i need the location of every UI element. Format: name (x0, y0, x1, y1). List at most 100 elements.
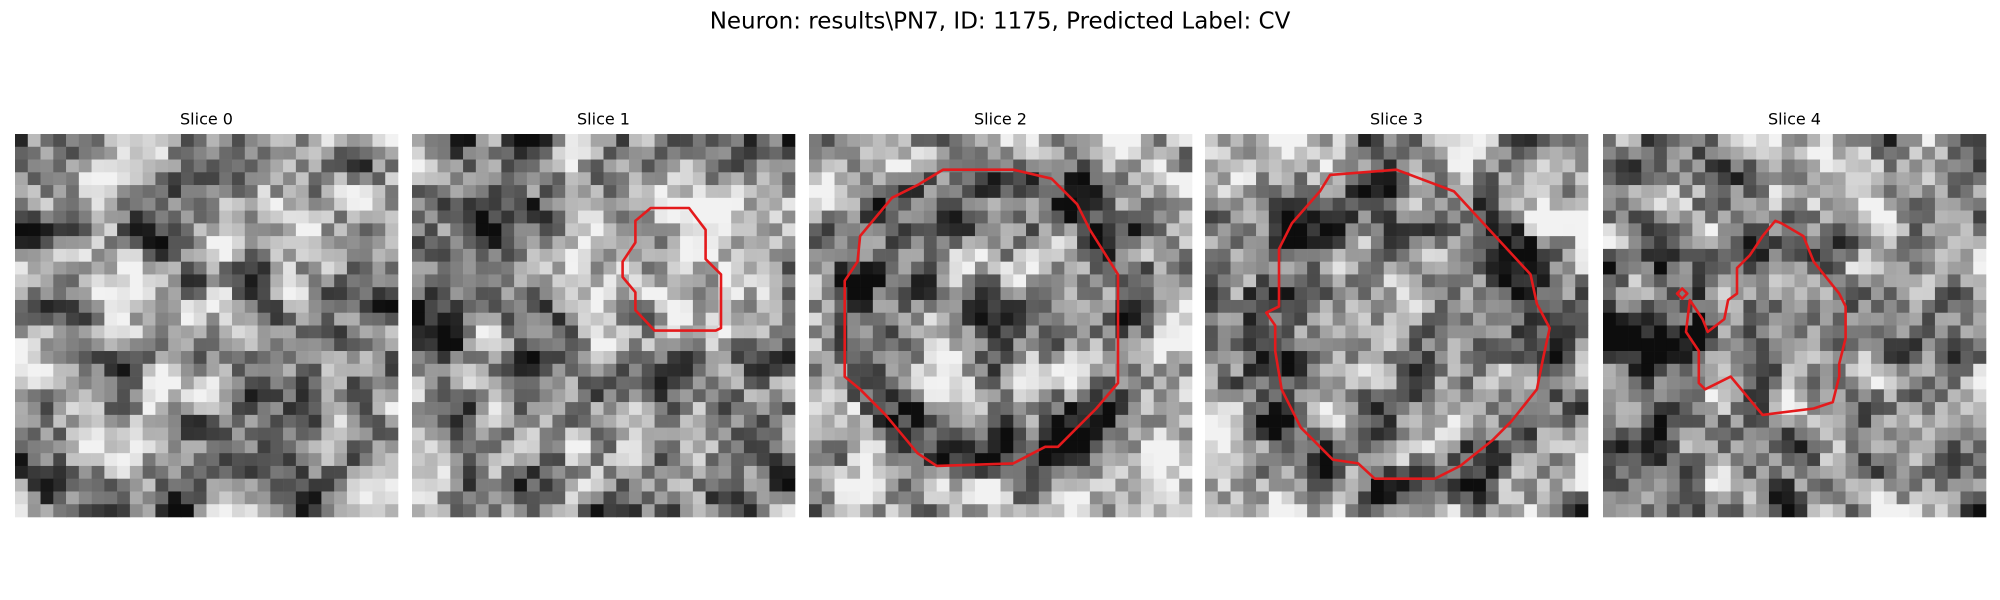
pixel (1717, 274, 1731, 288)
pixel (437, 453, 451, 467)
pixel (270, 504, 284, 518)
pixel (911, 427, 925, 441)
pixel (565, 427, 579, 441)
pixel (1641, 172, 1655, 186)
pixel (641, 478, 655, 492)
pixel (731, 478, 745, 492)
pixel (847, 274, 861, 288)
pixel (667, 363, 681, 377)
pixel (1628, 491, 1642, 505)
pixel (15, 363, 29, 377)
pixel (1705, 351, 1719, 365)
pixel (885, 159, 899, 173)
pixel (1973, 274, 1987, 288)
pixel (15, 172, 29, 186)
pixel (283, 210, 297, 224)
pixel (295, 236, 309, 250)
contour (1265, 168, 1551, 481)
pixel (1717, 261, 1731, 275)
pixel (1345, 351, 1359, 365)
pixel (1485, 312, 1499, 326)
pixel (667, 312, 681, 326)
pixel (104, 223, 118, 237)
pixel (974, 197, 989, 211)
pixel (206, 223, 220, 237)
pixel (667, 325, 681, 339)
pixel (1896, 363, 1910, 377)
pixel (1243, 287, 1257, 301)
pixel (40, 261, 54, 275)
pixel (1820, 248, 1834, 262)
pixel (911, 389, 925, 403)
pixel (1000, 261, 1014, 275)
pixel (219, 440, 233, 454)
pixel (450, 312, 464, 326)
pixel (1166, 312, 1180, 326)
pixel (1128, 287, 1142, 301)
pixel (1179, 287, 1193, 301)
pixel (180, 134, 195, 148)
pixel (1641, 236, 1655, 250)
pixel (1000, 223, 1014, 237)
pixel (1820, 261, 1834, 275)
pixel (834, 159, 848, 173)
pixel (1294, 504, 1308, 518)
pixel (1562, 261, 1576, 275)
pixel (1922, 440, 1936, 454)
pixel (91, 338, 105, 352)
pixel (809, 491, 823, 505)
pixel (1922, 338, 1936, 352)
pixel (962, 146, 976, 160)
pixel (847, 363, 861, 377)
pixel (1281, 402, 1295, 416)
pixel (142, 185, 156, 199)
pixel (987, 299, 1001, 314)
pixel (193, 491, 207, 505)
pixel (180, 491, 195, 505)
pixel (1845, 389, 1859, 403)
pixel (616, 504, 630, 518)
pixel (1319, 414, 1333, 428)
pixel (1026, 389, 1040, 403)
pixel (142, 402, 156, 416)
pixel (450, 236, 464, 250)
pixel (872, 261, 886, 275)
pixel (1768, 159, 1783, 173)
pixel (821, 223, 835, 237)
pixel (1281, 491, 1295, 505)
pixel (1051, 402, 1065, 416)
pixel (769, 389, 783, 403)
pixel (193, 248, 207, 262)
pixel (1294, 261, 1308, 275)
pixel (117, 325, 131, 339)
pixel (1973, 351, 1987, 365)
pixel (809, 414, 823, 428)
pixel (1549, 491, 1563, 505)
pixel (603, 248, 617, 262)
pixel (1603, 363, 1617, 377)
pixel (78, 325, 92, 339)
pixel (1268, 440, 1282, 454)
pixel (1051, 363, 1065, 377)
pixel (1256, 299, 1270, 314)
pixel (1345, 427, 1359, 441)
pixel (283, 172, 297, 186)
pixel (1858, 504, 1872, 518)
pixel (1473, 248, 1487, 262)
pixel (1947, 146, 1961, 160)
pixel (27, 134, 41, 148)
pixel (526, 223, 540, 237)
pixel (809, 325, 823, 339)
pixel (78, 134, 92, 148)
pixel (1947, 134, 1961, 148)
pixel (129, 312, 143, 326)
pixel (1396, 338, 1410, 352)
pixel (1883, 134, 1897, 148)
pixel (1641, 248, 1655, 262)
pixel (756, 223, 770, 237)
pixel (1845, 134, 1859, 148)
pixel (1498, 172, 1512, 186)
pixel (1666, 172, 1680, 186)
pixel (155, 287, 169, 301)
pixel (104, 210, 118, 224)
